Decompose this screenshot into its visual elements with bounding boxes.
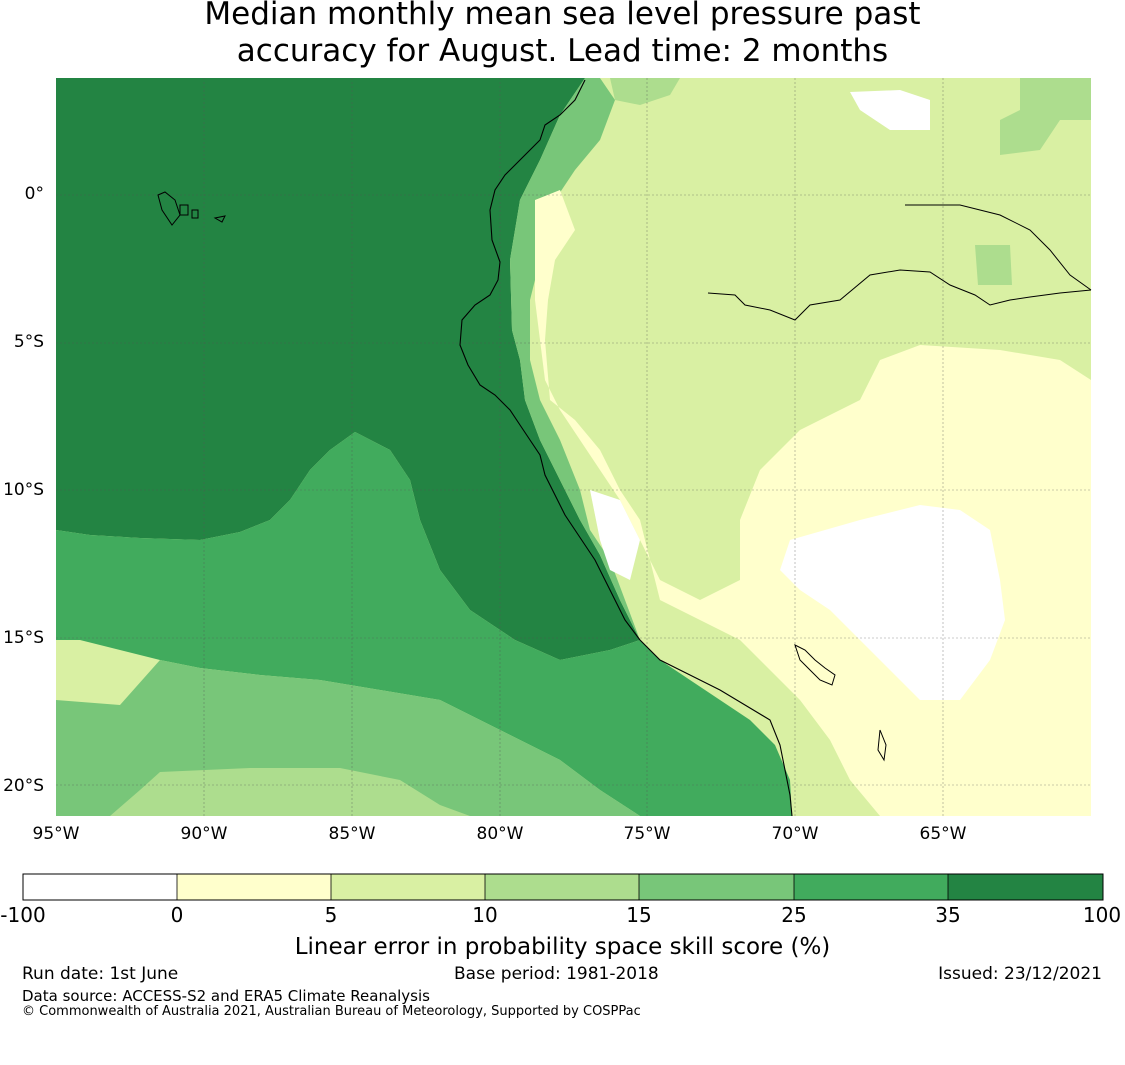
lon-label-65w: 65°W <box>919 824 967 844</box>
region-skill-25-35 <box>56 432 792 816</box>
lat-label-5s: 5°S <box>13 332 44 352</box>
lat-label-10s: 10°S <box>3 480 44 500</box>
colorbar-seg-3 <box>485 874 639 900</box>
region-skill-10-15-ne <box>1000 78 1091 155</box>
lon-label-75w: 75°W <box>623 824 671 844</box>
copyright: © Commonwealth of Australia 2021, Austra… <box>22 1004 641 1019</box>
region-skill-10-15-sw <box>110 768 470 816</box>
colorbar-seg-0 <box>23 874 177 900</box>
region-skill-10-15-n <box>610 78 680 105</box>
lake-poopo <box>877 729 887 762</box>
colorbar-seg-4 <box>639 874 794 900</box>
base-period: Base period: 1981-2018 <box>454 964 659 984</box>
data-source: Data source: ACCESS-S2 and ERA5 Climate … <box>22 987 430 1005</box>
lon-label-95w: 95°W <box>32 824 80 844</box>
map-title: Median monthly mean sea level pressure p… <box>0 0 1125 70</box>
region-skill-neg <box>780 505 1005 700</box>
coastline <box>459 79 793 817</box>
region-skill-neg-2 <box>590 490 640 580</box>
galapagos-islands <box>157 191 226 226</box>
river-line-2 <box>905 204 1092 291</box>
colorbar-seg-6 <box>948 874 1103 900</box>
run-date: Run date: 1st June <box>22 964 179 984</box>
colorbar-tick-15: 15 <box>626 903 652 927</box>
colorbar-tick-10: 10 <box>472 903 498 927</box>
lat-label-20s: 20°S <box>3 776 44 796</box>
title-line-1: Median monthly mean sea level pressure p… <box>204 0 921 32</box>
colorbar-tick-0: 0 <box>170 903 184 927</box>
lon-label-90w: 90°W <box>180 824 228 844</box>
lon-label-85w: 85°W <box>328 824 376 844</box>
colorbar-seg-2 <box>331 874 485 900</box>
region-skill-10-15-patch <box>975 245 1012 285</box>
river-line <box>707 269 1092 321</box>
colorbar-tick-neg100: -100 <box>0 903 46 927</box>
lat-label-0: 0° <box>24 184 44 204</box>
region-skill-35-100 <box>56 78 640 660</box>
lon-label-80w: 80°W <box>476 824 524 844</box>
colorbar-tick-100: 100 <box>1082 903 1122 927</box>
colorbar-tick-35: 35 <box>935 903 961 927</box>
region-skill-neg-3 <box>850 90 930 130</box>
title-line-2: accuracy for August. Lead time: 2 months <box>236 33 889 69</box>
lake-titicaca <box>794 644 836 686</box>
lon-label-70w: 70°W <box>771 824 819 844</box>
colorbar-tick-5: 5 <box>324 903 338 927</box>
colorbar-label: Linear error in probability space skill … <box>294 934 831 960</box>
colorbar-seg-1 <box>177 874 331 900</box>
colorbar-tick-25: 25 <box>781 903 807 927</box>
lat-label-15s: 15°S <box>3 628 44 648</box>
issued-date: Issued: 23/12/2021 <box>938 964 1102 984</box>
colorbar-seg-5 <box>794 874 948 900</box>
gridlines <box>56 78 1091 816</box>
colorbar-frame <box>22 873 1104 901</box>
